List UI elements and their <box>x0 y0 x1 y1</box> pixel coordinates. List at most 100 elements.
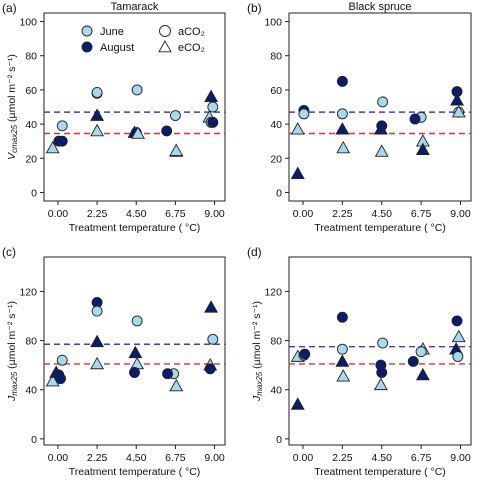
panel-title: Black spruce <box>349 1 412 13</box>
data-point-august-eco2 <box>373 122 388 135</box>
y-label-subscript: max25 <box>255 371 264 396</box>
data-point-june-aco2 <box>207 333 219 345</box>
data-point-june-eco2 <box>130 356 145 370</box>
y-label-subscript: max25 <box>10 371 19 396</box>
x-tick-label: 4.50 <box>372 452 393 464</box>
y-label-units: (µmol m⁻² s⁻¹) <box>6 54 18 125</box>
x-tick-label: 6.75 <box>165 452 186 464</box>
data-point-august-eco2 <box>290 397 305 410</box>
data-point-august-aco2 <box>207 116 219 128</box>
panel-a: (a) Tamarack 0 20 40 60 80 100 0.00 2.25 4.50 6.75 9… <box>2 1 226 234</box>
data-point-august-aco2 <box>56 135 68 147</box>
x-tick-label: 2.25 <box>87 208 108 220</box>
data-point-august-aco2 <box>407 355 419 367</box>
y-tick-label: 0 <box>31 434 37 446</box>
y-label-symbol: J <box>6 395 18 402</box>
data-point-june-eco2 <box>336 140 351 154</box>
plot-frame <box>43 12 226 202</box>
x-tick-label: 6.75 <box>165 208 186 220</box>
y-label-units: (µmol m⁻² s⁻¹) <box>6 301 18 372</box>
data-point-june-eco2 <box>169 378 184 392</box>
y-tick-label: 20 <box>25 153 37 165</box>
data-point-june-aco2 <box>56 120 68 132</box>
legend-aco2-icon <box>159 25 171 37</box>
x-tick-label: 4.50 <box>126 452 147 464</box>
y-tick-label: 40 <box>25 119 37 131</box>
x-tick-label: 6.75 <box>411 208 432 220</box>
data-point-august-eco2 <box>335 354 350 367</box>
data-point-august-aco2 <box>451 315 463 327</box>
y-axis-label: Vcmax25 (µmol m⁻² s⁻¹) <box>6 54 19 160</box>
y-tick-label: 60 <box>25 85 37 97</box>
data-point-august-aco2 <box>336 311 348 323</box>
panel-label: (d) <box>247 245 262 259</box>
legend-june-label: June <box>100 26 124 38</box>
data-point-august-aco2 <box>161 125 173 137</box>
data-point-june-aco2 <box>131 84 143 96</box>
data-point-june-aco2 <box>452 351 464 362</box>
x-tick-label: 0.00 <box>293 208 314 220</box>
data-point-august-aco2 <box>299 348 311 360</box>
data-point-june-eco2 <box>451 329 466 343</box>
panel-c: (c) 0 40 80 120 0.00 2.25 4.50 6.75 9.00Treatment… <box>2 245 226 478</box>
y-tick-label: 80 <box>25 51 37 63</box>
x-tick-label: 2.25 <box>87 452 108 464</box>
data-point-june-eco2 <box>90 123 105 137</box>
y-tick-label: 0 <box>276 434 282 446</box>
data-point-august-aco2 <box>162 368 174 380</box>
y-tick-label: 20 <box>270 153 282 165</box>
data-point-august-aco2 <box>376 367 388 378</box>
data-point-june-eco2 <box>374 144 389 157</box>
x-tick-label: 6.75 <box>411 452 432 464</box>
data-point-august-eco2 <box>450 93 464 106</box>
plot-frame <box>43 256 226 446</box>
legend-aco2-label: aCO₂ <box>178 26 205 38</box>
data-point-june-eco2 <box>90 356 105 370</box>
y-tick-label: 80 <box>270 51 282 63</box>
y-tick-label: 0 <box>31 187 37 199</box>
x-tick-label: 2.25 <box>332 452 353 464</box>
x-tick-label: 0.00 <box>48 208 69 220</box>
data-point-june-eco2 <box>373 377 388 391</box>
x-tick-label: 4.50 <box>372 208 393 220</box>
data-point-june-aco2 <box>336 108 348 120</box>
y-label-symbol: J <box>251 395 263 402</box>
panel-title: Tamarack <box>111 1 159 13</box>
data-point-august-eco2 <box>128 345 143 359</box>
y-label-symbol: V <box>6 152 18 160</box>
legend-eco2-icon <box>158 40 172 53</box>
data-point-august-eco2 <box>415 142 430 156</box>
legend-eco2-label: eCO₂ <box>178 42 205 54</box>
y-axis-label: Jmax25 (µmol m⁻² s⁻¹) <box>251 301 264 402</box>
x-axis-label: Treatment temperature ( °C) <box>69 466 201 478</box>
panel-b: (b) Black spruce 0 20 40 60 80 100 0.00 2.25 4.50 6… <box>247 1 472 234</box>
data-point-june-aco2 <box>56 354 68 366</box>
x-axis-label: Treatment temperature ( °C) <box>314 466 446 478</box>
y-tick-label: 80 <box>25 336 37 348</box>
y-tick-label: 100 <box>19 17 37 29</box>
x-tick-label: 9.00 <box>450 208 471 220</box>
x-tick-label: 0.00 <box>48 452 69 464</box>
data-point-june-aco2 <box>169 110 181 121</box>
data-point-august-eco2 <box>204 300 219 313</box>
y-tick-label: 100 <box>264 17 282 29</box>
data-point-august-eco2 <box>415 367 430 381</box>
data-point-august-aco2 <box>129 367 140 378</box>
y-tick-label: 40 <box>270 385 282 397</box>
data-point-june-aco2 <box>415 346 427 358</box>
data-point-june-eco2 <box>131 126 145 139</box>
y-axis-label: Jmax25 (µmol m⁻² s⁻¹) <box>6 301 19 402</box>
data-point-june-eco2 <box>45 140 60 154</box>
y-tick-label: 120 <box>19 286 37 298</box>
data-point-june-aco2 <box>336 343 348 355</box>
x-tick-label: 0.00 <box>293 452 314 464</box>
data-point-june-aco2 <box>207 101 219 113</box>
y-tick-label: 0 <box>276 187 282 199</box>
data-point-june-aco2 <box>91 87 103 98</box>
x-axis-label: Treatment temperature ( °C) <box>314 222 446 234</box>
panel-label: (a) <box>2 1 17 15</box>
legend: June August aCO₂ eCO₂ <box>81 25 205 54</box>
x-axis-label: Treatment temperature ( °C) <box>69 222 201 234</box>
plot-frame <box>288 12 472 202</box>
